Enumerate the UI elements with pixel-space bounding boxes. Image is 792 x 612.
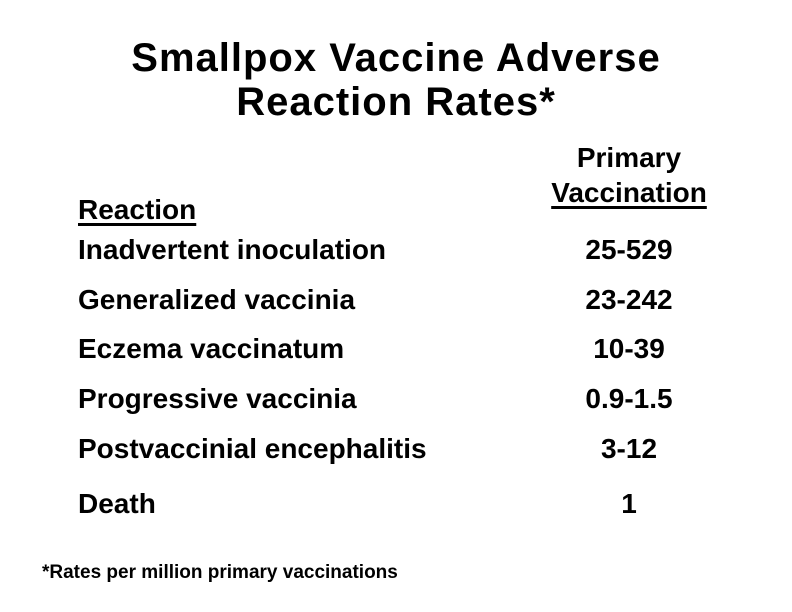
rate-value: 10-39 [593,333,665,364]
rate-value: 1 [621,488,637,519]
rate-value: 25-529 [585,234,673,265]
reaction-label: Progressive vaccinia [78,383,357,414]
rate-value: 23-242 [585,284,673,315]
reaction-label: Postvaccinial encephalitis [78,433,427,464]
slide-title: Smallpox Vaccine Adverse Reaction Rates* [0,36,792,124]
slide-title-line2: Reaction Rates* [236,80,556,124]
reaction-label: Generalized vaccinia [78,284,356,315]
reaction-label: Inadvertent inoculation [78,234,387,265]
rate-value: 0.9-1.5 [585,383,673,414]
reaction-label: Eczema vaccinatum [78,333,345,364]
table-row: Progressive vaccinia 0.9-1.5 [78,383,792,415]
reaction-label: Death [78,488,156,519]
column-header-vaccination-line: Vaccination [551,177,707,208]
column-header-primary-vaccination: Primary Vaccination [534,140,724,210]
rate-value: 3-12 [600,433,658,464]
table-row: Death 1 [78,488,792,520]
table-row: Generalized vaccinia 23-242 [78,284,792,316]
slide-title-line1: Smallpox Vaccine Adverse [131,36,661,80]
column-header-primary-line: Primary [576,142,682,173]
table-row: Eczema vaccinatum 10-39 [78,333,792,365]
column-header-reaction: Reaction [78,194,197,225]
table-row: Postvaccinial encephalitis 3-12 [78,433,792,465]
table-row: Inadvertent inoculation 25-529 [78,234,792,266]
footnote: *Rates per million primary vaccinations [42,562,398,583]
